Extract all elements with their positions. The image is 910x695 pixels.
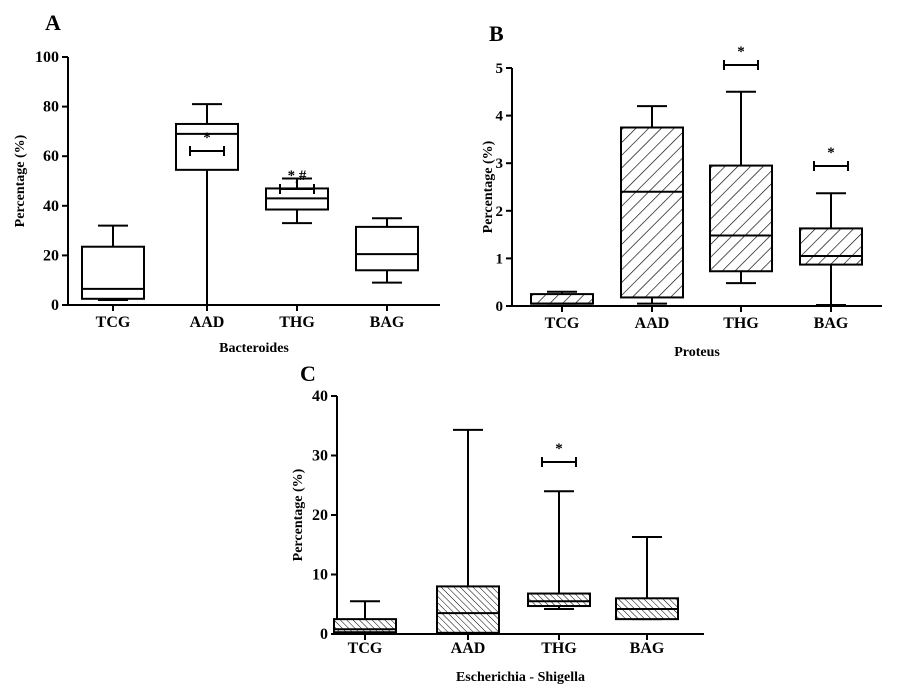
panel-label: B [489,21,504,46]
y-tick-label: 2 [496,204,504,220]
y-tick-label: 20 [312,507,328,524]
box [530,293,594,305]
category-label: BAG [370,314,405,331]
x-axis-label: Escherichia - Shigella [456,670,585,685]
y-tick-label: 1 [496,251,504,267]
y-tick-label: 100 [35,49,59,66]
category-label: BAG [630,640,665,657]
y-tick-label: 3 [496,156,504,172]
y-tick-label: 40 [312,388,328,405]
panel-b: B 0 1 2 3 4 5 Percentage (%) Proteus TCG AAD THG * BA… [481,21,882,360]
y-tick-label: 0 [51,297,59,314]
significance-label: *,# [288,168,307,184]
category-label: TCG [96,314,131,331]
y-tick-label: 60 [43,148,59,165]
category-label: BAG [814,315,849,332]
significance-label: * [827,145,835,161]
x-axis-label: Bacteroides [219,341,289,356]
category-label: AAD [190,314,225,331]
y-tick-label: 0 [496,299,504,315]
y-tick-label: 10 [312,567,328,584]
y-axis-label: Percentage (%) [13,134,28,227]
y-tick-label: 20 [43,247,59,264]
y-tick-label: 0 [320,626,328,643]
panel-label: C [300,361,316,386]
box [355,225,419,272]
box [709,164,773,273]
y-tick-label: 40 [43,198,59,215]
category-label: THG [541,640,577,657]
x-axis-label: Proteus [674,345,720,360]
significance-label: * [203,130,211,146]
category-label: THG [279,314,315,331]
category-label: AAD [451,640,486,657]
y-axis-label: Percentage (%) [291,468,306,561]
box [436,585,500,634]
significance-label: * [555,441,563,457]
category-label: TCG [545,315,580,332]
category-label: THG [723,315,759,332]
box [81,245,145,300]
y-tick-label: 30 [312,448,328,465]
panel-label: A [45,10,61,35]
y-axis-label: Percentage (%) [481,140,496,233]
panel-c: C 0 10 20 30 40 Percentage (%) Escherichia - Sh… [291,361,704,685]
box [333,618,397,634]
panel-a: A 0 20 40 60 80 100 Percentage (%) Bacteroides TC… [13,10,440,356]
box [799,227,863,266]
box [527,592,591,608]
y-tick-label: 5 [496,61,504,77]
box [175,122,239,171]
box [620,126,684,299]
category-label: TCG [348,640,383,657]
y-tick-label: 80 [43,99,59,116]
significance-label: * [737,44,745,60]
category-label: AAD [635,315,670,332]
y-tick-label: 4 [496,109,504,125]
